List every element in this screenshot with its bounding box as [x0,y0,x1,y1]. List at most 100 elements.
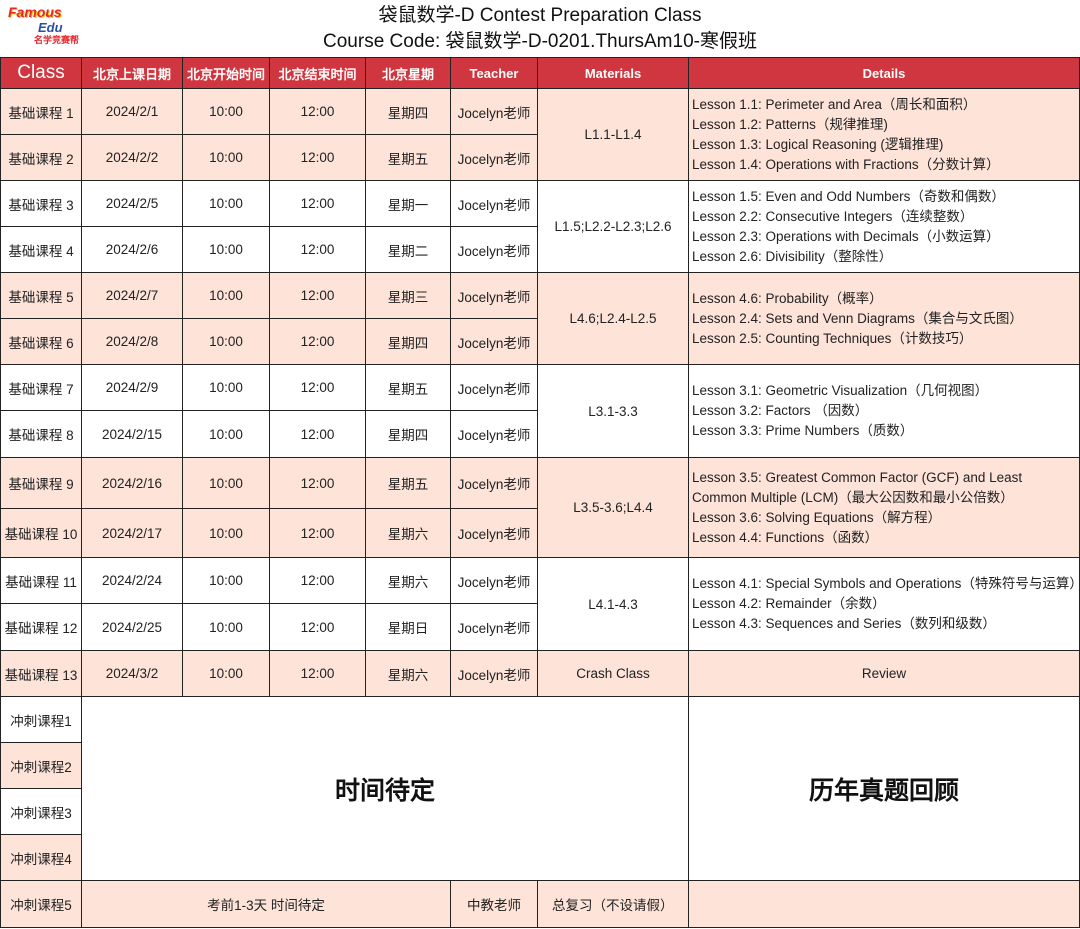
sprint-materials-cell: 总复习（不设请假） [537,880,689,928]
teacher-cell: Jocelyn老师 [450,226,538,273]
end-time-cell: 12:00 [269,226,366,273]
sprint-row: 冲刺课程4 [0,834,1080,881]
teacher-cell: Jocelyn老师 [450,88,538,135]
materials-cell: L1.5;L2.2-L2.3;L2.6 [537,180,689,273]
date-cell: 2024/3/2 [81,650,183,697]
start-time-cell: 10:00 [182,226,270,273]
date-cell: 2024/2/6 [81,226,183,273]
date-cell: 2024/2/25 [81,603,183,651]
famous-edu-logo: Famous Edu 名学竞赛帮 [8,4,92,54]
schedule-table: Class 北京上课日期 北京开始时间 北京结束时间 北京星期 Teacher … [0,57,1080,928]
sprint-teacher-cell: 中教老师 [450,880,538,928]
table-row: 基础课程 7 2024/2/9 10:00 12:00 星期五 Jocelyn老师 L3.1… [0,364,1080,458]
details-cell: Lesson 3.5: Greatest Common Factor (GCF)… [688,457,1080,558]
materials-cell: L3.5-3.6;L4.4 [537,457,689,558]
teacher-cell: Jocelyn老师 [450,508,538,558]
lesson-detail: Lesson 4.6: Probability（概率） [692,290,883,306]
teacher-cell: Jocelyn老师 [450,557,538,604]
date-cell: 2024/2/8 [81,318,183,365]
sprint-row: 冲刺课程5 考前1-3天 时间待定 中教老师 总复习（不设请假） [0,880,1080,928]
lesson-detail: Lesson 2.3: Operations with Decimals（小数运… [692,228,1000,244]
details-cell: Lesson 4.1: Special Symbols and Operatio… [688,557,1080,651]
date-cell: 2024/2/1 [81,88,183,135]
sprint-details-cell [688,880,1080,928]
weekday-cell: 星期三 [365,272,451,319]
materials-cell: L4.1-4.3 [537,557,689,651]
lesson-detail: Lesson 1.2: Patterns（规律推理) [692,116,888,132]
end-time-cell: 12:00 [269,134,366,181]
end-time-cell: 12:00 [269,364,366,411]
end-time-cell: 12:00 [269,88,366,135]
lesson-detail: Lesson 1.4: Operations with Fractions（分数… [692,156,1000,172]
table-row: 基础课程 13 2024/3/2 10:00 12:00 星期六 Jocelyn老师 Cra… [0,650,1080,697]
weekday-cell: 星期一 [365,180,451,227]
start-time-cell: 10:00 [182,318,270,365]
date-cell: 2024/2/9 [81,364,183,411]
col-header-date: 北京上课日期 [81,57,183,89]
class-cell: 基础课程 11 [0,557,82,604]
materials-cell: L3.1-3.3 [537,364,689,458]
lesson-detail: Lesson 1.3: Logical Reasoning (逻辑推理) [692,136,944,152]
details-cell: Lesson 3.1: Geometric Visualization（几何视图… [688,364,1080,458]
class-cell: 基础课程 6 [0,318,82,365]
teacher-cell: Jocelyn老师 [450,134,538,181]
date-cell: 2024/2/15 [81,410,183,458]
end-time-cell: 12:00 [269,457,366,509]
lesson-detail: Lesson 4.2: Remainder（余数） [692,596,886,611]
sprint-row: 冲刺课程1 时间待定 历年真题回顾 [0,696,1080,881]
start-time-cell: 10:00 [182,134,270,181]
date-cell: 2024/2/24 [81,557,183,604]
logo-text-famous: Famous [8,4,62,20]
logo-text-chinese: 名学竞赛帮 [34,36,80,46]
weekday-cell: 星期四 [365,318,451,365]
start-time-cell: 10:00 [182,508,270,558]
materials-cell: Crash Class [537,650,689,697]
weekday-cell: 星期六 [365,557,451,604]
lesson-detail: Lesson 3.3: Prime Numbers（质数） [692,423,914,438]
start-time-cell: 10:00 [182,364,270,411]
end-time-cell: 12:00 [269,557,366,604]
lesson-detail: Lesson 3.6: Solving Equations（解方程） [692,509,942,525]
teacher-cell: Jocelyn老师 [450,318,538,365]
col-header-teacher: Teacher [450,57,538,89]
col-header-class: Class [0,57,82,89]
teacher-cell: Jocelyn老师 [450,457,538,509]
teacher-cell: Jocelyn老师 [450,364,538,411]
weekday-cell: 星期二 [365,226,451,273]
weekday-cell: 星期六 [365,508,451,558]
table-row: 基础课程 9 2024/2/16 10:00 12:00 星期五 Jocelyn老师 L3.… [0,457,1080,558]
lesson-detail: Review [861,666,907,681]
course-code: Course Code: 袋鼠数学-D-0201.ThursAm10-寒假班 [323,31,757,52]
teacher-cell: Jocelyn老师 [450,603,538,651]
end-time-cell: 12:00 [269,318,366,365]
lesson-detail: Lesson 3.1: Geometric Visualization（几何视图… [692,383,989,398]
class-cell: 基础课程 2 [0,134,82,181]
sprint-class-cell: 冲刺课程4 [0,834,82,881]
lesson-detail: Lesson 3.2: Factors （因数） [692,403,869,418]
weekday-cell: 星期日 [365,603,451,651]
materials-cell: L1.1-L1.4 [537,88,689,181]
weekday-cell: 星期四 [365,88,451,135]
end-time-cell: 12:00 [269,650,366,697]
lesson-detail: Lesson 4.3: Sequences and Series（数列和级数） [692,616,996,631]
weekday-cell: 星期五 [365,364,451,411]
col-header-details: Details [688,57,1080,89]
class-cell: 基础课程 9 [0,457,82,509]
lesson-detail: Lesson 2.6: Divisibility（整除性） [692,248,893,264]
col-header-materials: Materials [537,57,689,89]
start-time-cell: 10:00 [182,457,270,509]
date-cell: 2024/2/5 [81,180,183,227]
table-row: 基础课程 5 2024/2/7 10:00 12:00 星期三 Jocelyn老师 L4.6… [0,272,1080,365]
sprint-class-cell: 冲刺课程3 [0,788,82,835]
sprint-time-cell: 考前1-3天 时间待定 [81,880,451,928]
teacher-cell: Jocelyn老师 [450,650,538,697]
start-time-cell: 10:00 [182,650,270,697]
lesson-detail: Lesson 1.5: Even and Odd Numbers（奇数和偶数） [692,188,1005,204]
class-cell: 基础课程 1 [0,88,82,135]
details-cell: Lesson 1.1: Perimeter and Area（周长和面积） Les… [688,88,1080,181]
teacher-cell: Jocelyn老师 [450,410,538,458]
past-papers-review-cell: 历年真题回顾 [688,696,1080,881]
date-cell: 2024/2/2 [81,134,183,181]
table-row: 基础课程 1 2024/2/1 10:00 12:00 星期四 Jocelyn老师 L1.1… [0,88,1080,181]
details-cell: Lesson 1.5: Even and Odd Numbers（奇数和偶数） L… [688,180,1080,273]
